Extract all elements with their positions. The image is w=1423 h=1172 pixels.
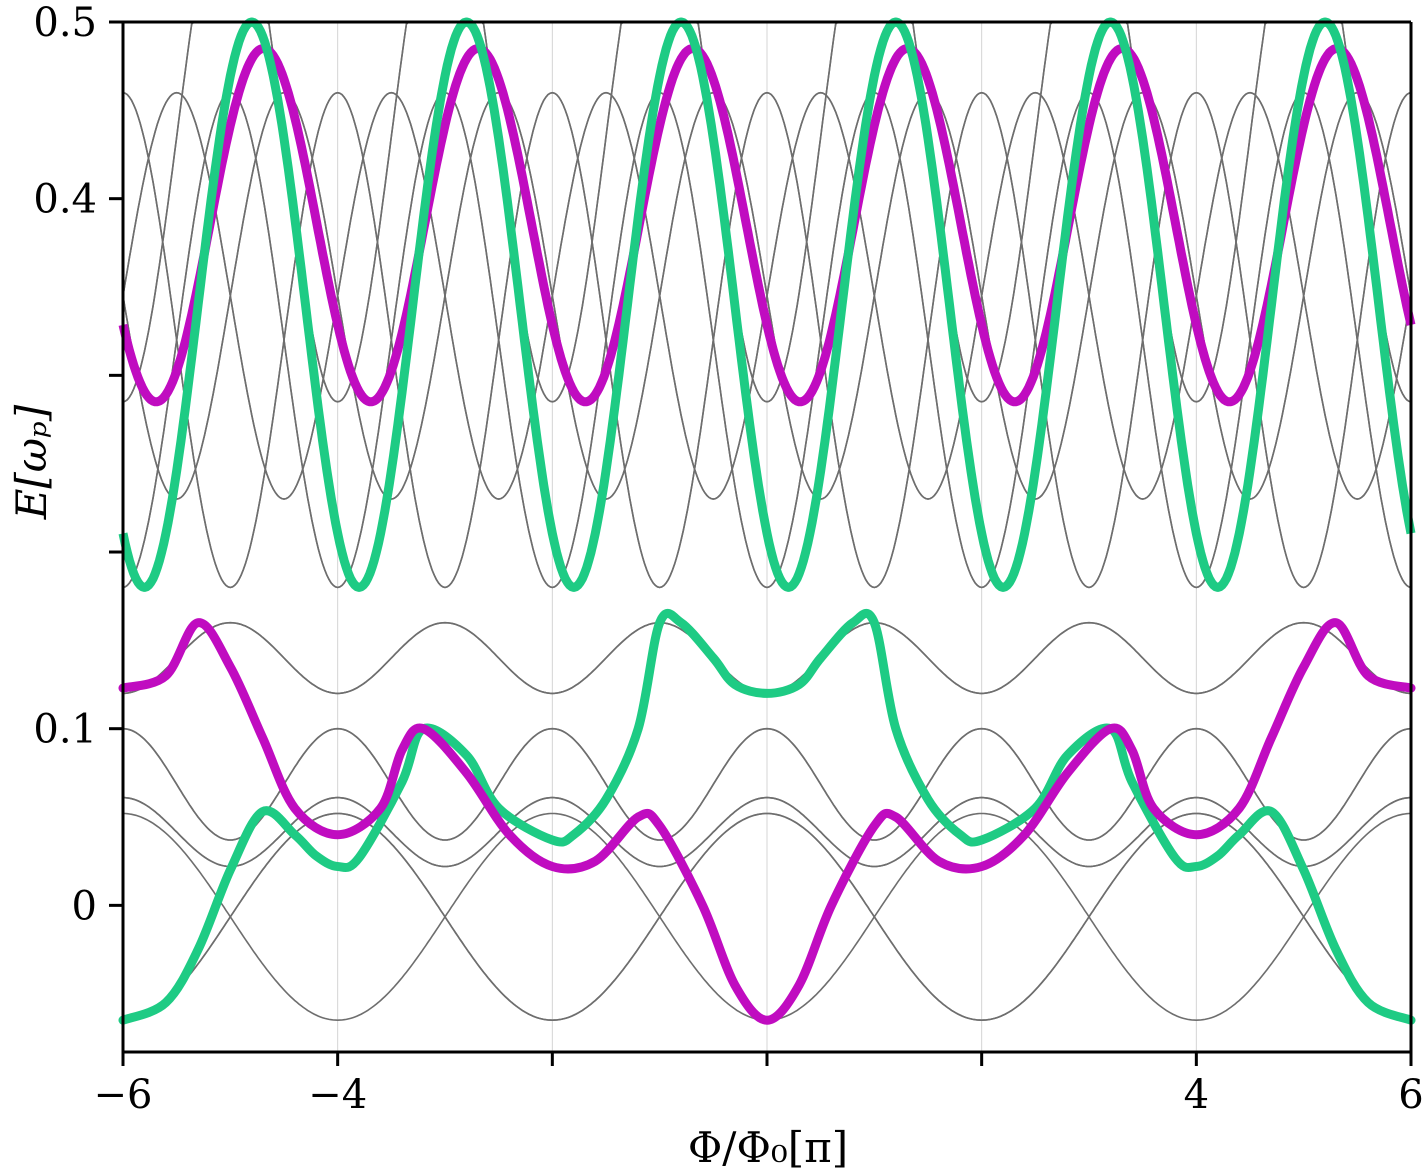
y-tick-label-0: 0: [72, 883, 97, 929]
x-tick-label-5: 4: [1184, 1072, 1209, 1118]
y-tick-label-1: 0.1: [33, 707, 97, 753]
gray-band-curve-6: [122, 727, 1412, 841]
x-tick-label-1: −4: [308, 1072, 367, 1118]
axes: [109, 20, 1413, 1066]
gray-band-curve-12: [122, 91, 1412, 589]
highlighted-series: [118, 17, 1416, 1025]
gray-band-curve-2: [122, 812, 1412, 1022]
x-tick-label-6: 6: [1398, 1072, 1423, 1118]
gray-band-curve-18: [122, 21, 1412, 403]
gray-band-curve-10: [122, 91, 1412, 589]
y-tick-label-5: 0.5: [33, 0, 97, 46]
y-axis-label: E[ωₚ]: [7, 404, 56, 520]
gray-band-curve-4: [122, 796, 1412, 868]
upper-band-0: [118, 44, 1416, 407]
x-axis-label: Φ/Φ₀[π]: [688, 1123, 848, 1172]
gray-band-curve-16: [122, 91, 1412, 500]
y-tick-label-4: 0.4: [33, 177, 97, 223]
tick-labels: −6 −4 4 6 0 0.1 0.4 0.5: [33, 0, 1423, 1118]
x-tick-label-0: −6: [94, 1072, 153, 1118]
series-line-1: [118, 618, 1416, 1025]
upper-band-1: [118, 17, 1416, 592]
series-line-0: [118, 608, 1416, 1025]
